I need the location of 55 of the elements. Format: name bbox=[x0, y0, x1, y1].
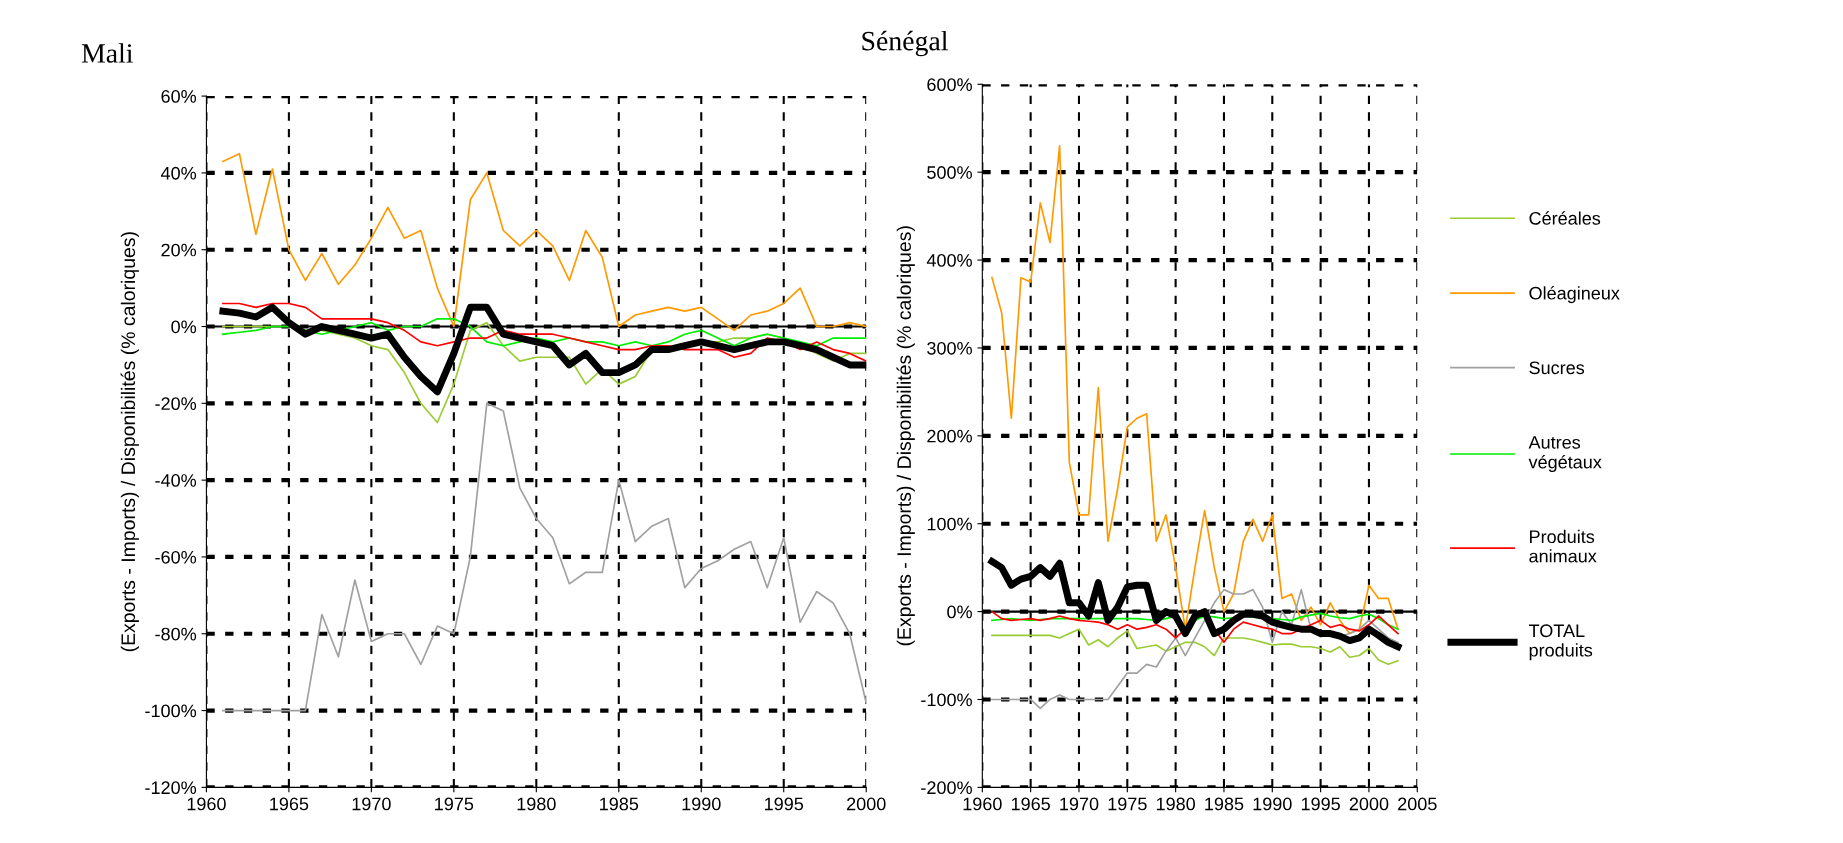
x-tick-label: 1995 bbox=[1301, 797, 1340, 811]
x-tick-label: 1990 bbox=[682, 797, 721, 811]
chart-title: Sénégal bbox=[862, 30, 948, 57]
x-tick-label: 2000 bbox=[1349, 797, 1389, 811]
y-tick-label: 60% bbox=[161, 90, 197, 103]
y-tick-label: -200% bbox=[921, 781, 972, 795]
legend-label: Céréales bbox=[1529, 211, 1601, 225]
y-tick-label: -120% bbox=[145, 781, 197, 795]
legend-label: Produits animaux bbox=[1529, 529, 1597, 563]
y-tick-label: -100% bbox=[921, 693, 972, 707]
x-tick-label: 1965 bbox=[1011, 797, 1050, 811]
x-tick-label: 1980 bbox=[517, 797, 556, 811]
x-tick-label: 1985 bbox=[1205, 797, 1244, 811]
chart-title: Mali bbox=[81, 43, 133, 63]
line-series bbox=[991, 628, 1399, 666]
legend-label: Oléagineux bbox=[1529, 286, 1620, 304]
y-tick-label: -60% bbox=[155, 550, 197, 564]
y-tick-label: 40% bbox=[160, 166, 197, 180]
y-tick-label: -100% bbox=[145, 704, 197, 718]
x-tick-label: 1985 bbox=[600, 797, 639, 811]
legend-label: Sucres bbox=[1529, 361, 1585, 375]
y-tick-label: 600% bbox=[927, 78, 972, 92]
line-series bbox=[991, 144, 1399, 635]
legend-label: TOTAL produits bbox=[1528, 624, 1593, 661]
x-tick-label: 1970 bbox=[352, 797, 391, 811]
y-tick-label: -40% bbox=[155, 474, 197, 487]
y-axis-title: (Exports - Imports) / Disponibilités (% caloriques) bbox=[120, 232, 139, 652]
line-series bbox=[991, 588, 1399, 710]
x-tick-label: 1995 bbox=[765, 797, 804, 811]
y-tick-label: -80% bbox=[155, 627, 197, 641]
x-tick-label: 1965 bbox=[270, 797, 309, 811]
y-tick-label: 0% bbox=[171, 320, 197, 334]
x-tick-label: 1980 bbox=[1156, 797, 1196, 811]
y-tick-label: 500% bbox=[927, 166, 972, 179]
y-tick-label: 300% bbox=[927, 341, 972, 355]
y-tick-label: 100% bbox=[927, 517, 972, 531]
x-tick-label: 1990 bbox=[1253, 797, 1292, 811]
y-tick-label: -20% bbox=[155, 397, 197, 411]
line-series bbox=[222, 302, 867, 362]
x-tick-label: 1970 bbox=[1060, 797, 1099, 811]
x-tick-label: 1975 bbox=[1108, 797, 1147, 811]
y-tick-label: 400% bbox=[926, 254, 972, 267]
y-tick-label: 200% bbox=[927, 429, 972, 443]
x-tick-label: 1975 bbox=[435, 797, 474, 811]
line-series bbox=[222, 152, 867, 332]
y-tick-label: 0% bbox=[947, 605, 972, 619]
y-axis-title: (Exports - Imports) / Disponibilités (% caloriques) bbox=[896, 226, 915, 646]
y-tick-label: 20% bbox=[161, 243, 197, 257]
legend-label: Autres végétaux bbox=[1528, 436, 1602, 473]
line-series bbox=[222, 402, 867, 712]
line-series bbox=[222, 318, 867, 347]
x-tick-label: 2005 bbox=[1398, 797, 1437, 811]
x-tick-label: 2000 bbox=[847, 797, 886, 811]
x-tick-label: 1960 bbox=[187, 797, 226, 811]
x-tick-label: 1960 bbox=[963, 797, 1002, 811]
